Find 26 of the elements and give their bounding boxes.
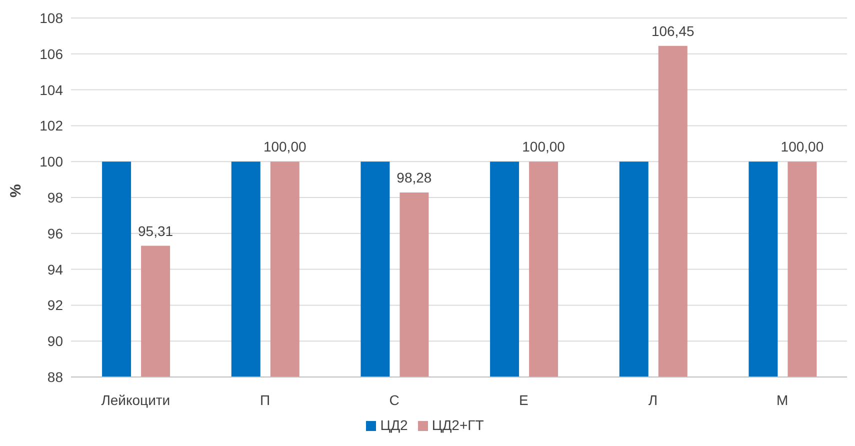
y-tick-label: 96	[47, 225, 64, 242]
y-tick-label: 92	[47, 297, 64, 314]
legend-label: ЦД2+ГТ	[432, 417, 484, 433]
y-tick-label: 98	[47, 189, 64, 206]
data-label: 100,00	[780, 138, 824, 155]
y-tick-label: 88	[47, 368, 64, 385]
x-tick-label: М	[776, 392, 788, 408]
x-tick-label: П	[260, 392, 270, 408]
y-tick-label: 100	[40, 154, 64, 170]
y-tick-label: 104	[40, 82, 64, 98]
y-tick-label: 106	[40, 46, 64, 62]
x-tick-label: С	[389, 392, 400, 408]
y-tick-label: 94	[47, 261, 64, 278]
data-label: 100,00	[263, 138, 306, 155]
y-tick-label: 108	[40, 10, 64, 26]
data-label: 98,28	[396, 169, 432, 186]
data-label: 106,45	[651, 22, 694, 39]
data-label: 95,31	[138, 222, 174, 239]
data-label: 100,00	[522, 138, 566, 155]
y-axis-title: %	[7, 184, 24, 198]
y-tick-label: 102	[40, 118, 64, 134]
y-tick-label: 90	[47, 333, 64, 350]
x-tick-label: Л	[648, 392, 658, 408]
x-tick-label: Лейкоцити	[101, 392, 170, 408]
x-tick-label: Е	[518, 392, 528, 408]
legend-label: ЦД2	[380, 417, 408, 433]
